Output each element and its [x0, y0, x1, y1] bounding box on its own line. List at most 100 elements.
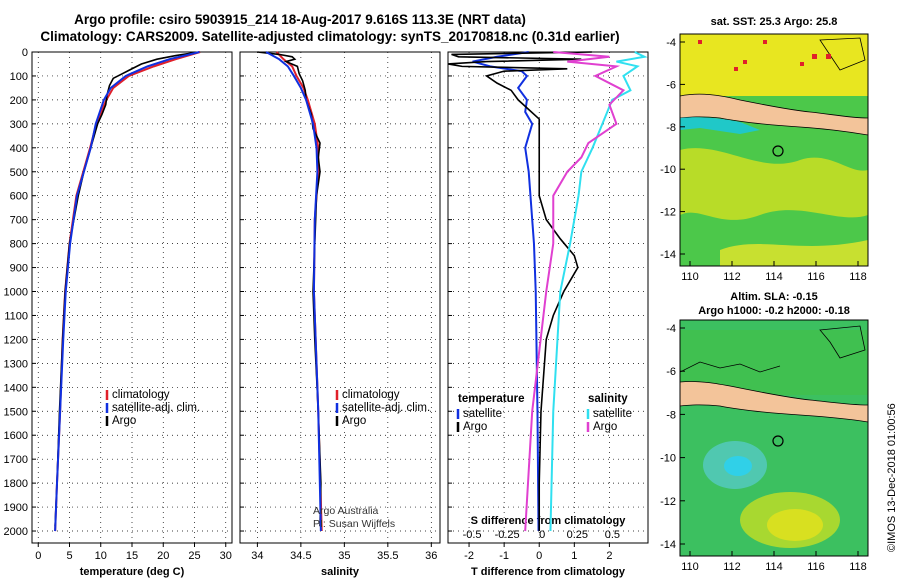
lat-tick-label: -8 — [666, 122, 676, 134]
legend-entry: Argo — [342, 415, 366, 427]
sst-map-south-band — [720, 240, 868, 266]
lon-tick-label: 116 — [807, 561, 825, 573]
x-tick-label: 20 — [157, 550, 169, 562]
sla-map-lon-ticks: 110 112 114 116 118 — [681, 551, 867, 573]
x-axis-label: T difference from climatology — [471, 566, 626, 578]
s-tick-label: 0.25 — [567, 529, 588, 541]
argo-location-marker — [772, 145, 784, 157]
x-tick-label: -2 — [464, 550, 474, 562]
lat-tick-label: -4 — [666, 37, 676, 49]
salinity-profile-frame — [239, 51, 441, 544]
argo-location-marker-bottom — [772, 435, 784, 447]
sst-map-mid-band — [680, 148, 868, 220]
legend-entry: Argo — [112, 415, 136, 427]
lat-tick-label: -14 — [660, 539, 676, 551]
x-tick-label: 30 — [220, 550, 232, 562]
lon-tick-label: 116 — [807, 271, 825, 283]
x-tick-label: 2 — [606, 550, 612, 562]
title-line-1: Argo profile: csiro 5903915_214 18-Aug-2… — [74, 12, 526, 27]
y-tick-label: 1800 — [4, 478, 28, 490]
difference-profile-frame — [447, 51, 649, 544]
sst-map-lat-ticks: -4 -6 -8 -10 -12 -14 — [660, 37, 685, 261]
y-tick-label: 900 — [10, 263, 28, 275]
lat-tick-label: -6 — [666, 366, 676, 378]
y-tick-label: 600 — [10, 191, 28, 203]
lon-tick-label: 112 — [723, 561, 741, 573]
lat-tick-label: -12 — [660, 496, 676, 508]
lat-tick-label: -12 — [660, 207, 676, 219]
title-line-2: Climatology: CARS2009. Satellite-adjuste… — [40, 29, 620, 44]
legend-entry: Argo — [593, 421, 617, 433]
sst-map: sat. SST: 25.3 Argo: 25.8 -4 -6 -8 -10 -12 -1… — [660, 16, 869, 283]
x-tick-label: -1 — [499, 550, 509, 562]
lat-tick-label: -6 — [666, 79, 676, 91]
legend-entry: Argo — [463, 421, 487, 433]
y-tick-label: 1700 — [4, 454, 28, 466]
legend-entry: climatology — [112, 389, 170, 401]
series-satellite-adj-clim- — [54, 51, 200, 532]
x-tick-label: 25 — [188, 550, 200, 562]
series-s-argo — [524, 51, 626, 532]
x-tick-label: 35 — [338, 550, 350, 562]
x-tick-label: 36 — [425, 550, 437, 562]
y-tick-label: 1900 — [4, 502, 28, 514]
credit-annotation: PI: Susan Wijffels — [313, 518, 395, 530]
y-tick-label: 700 — [10, 215, 28, 227]
lat-tick-label: -10 — [660, 164, 676, 176]
difference-profile: -2 -1 0 1 2 -0.5 -0.25 0 0.25 0.5 S difference fro… — [447, 51, 649, 578]
legend-title: salinity — [588, 393, 628, 405]
x-tick-label: 35.5 — [377, 550, 398, 562]
lon-tick-label: 118 — [849, 271, 867, 283]
imos-credit-text: ©IMOS 13-Dec-2018 01:00:56 — [886, 403, 898, 552]
x-tick-label: 10 — [95, 550, 107, 562]
lat-tick-label: -10 — [660, 453, 676, 465]
series-satellite-adj-clim- — [265, 51, 322, 532]
sla-map-title-2: Argo h1000: -0.2 h2000: -0.18 — [698, 305, 850, 317]
x-tick-label: 0 — [35, 550, 41, 562]
sla-map-title-1: Altim. SLA: -0.15 — [730, 291, 817, 303]
sla-map: Altim. SLA: -0.15 Argo h1000: -0.2 h2000… — [660, 291, 869, 573]
x-axis-label: temperature (deg C) — [80, 566, 185, 578]
y-tick-label: 100 — [10, 71, 28, 83]
lat-tick-label: -4 — [666, 323, 676, 335]
sla-map-lat-ticks: -4 -6 -8 -10 -12 -14 — [660, 323, 685, 551]
x-tick-label: 34 — [251, 550, 263, 562]
lon-tick-label: 110 — [681, 561, 699, 573]
y-tick-label: 500 — [10, 167, 28, 179]
lat-tick-label: -8 — [666, 409, 676, 421]
y-tick-label: 800 — [10, 239, 28, 251]
y-tick-label: 400 — [10, 143, 28, 155]
series-t-argo — [447, 51, 592, 532]
y-tick-label: 1100 — [4, 310, 28, 322]
series-s-satellite — [549, 51, 648, 532]
salinity-profile: 34 34.5 35 35.5 36 salinity climatologysatelli… — [239, 51, 441, 578]
sst-map-title: sat. SST: 25.3 Argo: 25.8 — [711, 16, 838, 28]
series-t-satellite — [472, 51, 540, 532]
s-tick-label: -0.25 — [495, 529, 520, 541]
x-tick-label: 5 — [66, 550, 72, 562]
legend-title: temperature — [458, 393, 524, 405]
y-tick-label: 1400 — [4, 382, 28, 394]
legend-entry: climatology — [342, 389, 400, 401]
lon-tick-label: 118 — [849, 561, 867, 573]
lat-tick-label: -14 — [660, 249, 676, 261]
lon-tick-label: 112 — [723, 271, 741, 283]
temperature-profile: 0 5 10 15 20 25 30 temperature (deg C) 0 100 200 30… — [4, 47, 233, 578]
sst-map-lon-ticks: 110 112 114 116 118 — [681, 261, 867, 283]
x-tick-label: 15 — [126, 550, 138, 562]
imos-credit: ©IMOS 13-Dec-2018 01:00:56 — [884, 300, 898, 560]
y-tick-label: 2000 — [4, 526, 28, 538]
lon-tick-label: 110 — [681, 271, 699, 283]
sst-map-coast-outline — [819, 37, 866, 71]
sst-map-warm-band — [680, 34, 868, 96]
y-tick-label: 1500 — [4, 406, 28, 418]
y-tick-label: 1000 — [4, 287, 28, 299]
x-tick-label: 34.5 — [290, 550, 311, 562]
x-axis-label: salinity — [321, 566, 360, 578]
s-tick-label: 0 — [539, 529, 545, 541]
s-tick-label: 0.5 — [605, 529, 620, 541]
y-tick-label: 1300 — [4, 358, 28, 370]
y-tick-label: 1600 — [4, 430, 28, 442]
